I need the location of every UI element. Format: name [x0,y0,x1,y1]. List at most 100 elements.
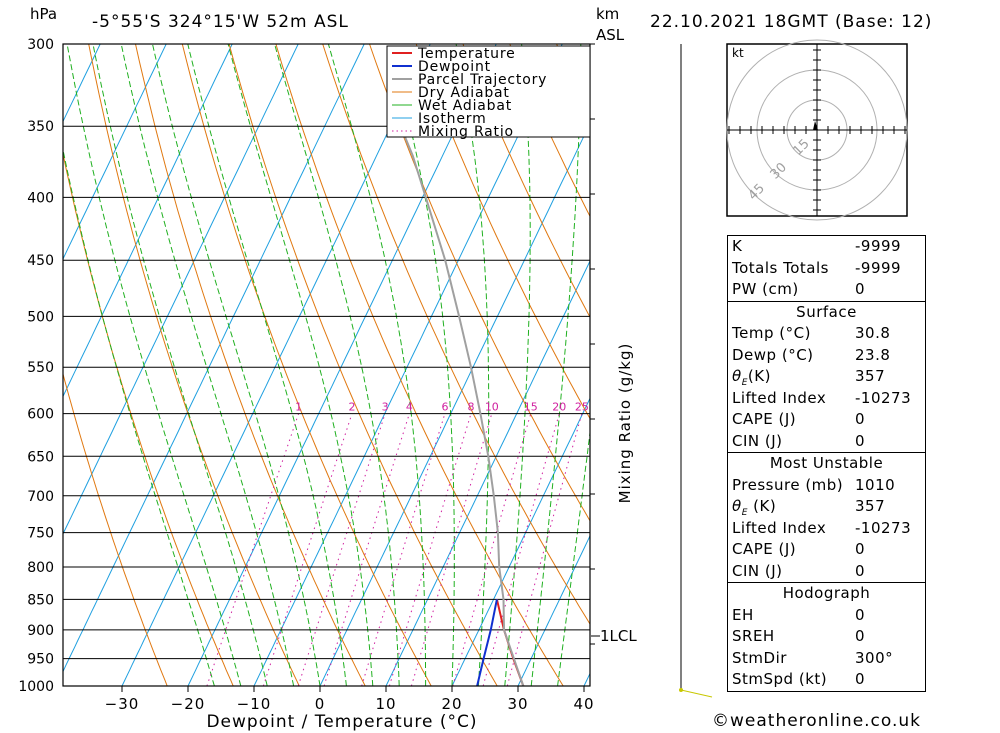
wet-adiabat-line [63,147,215,686]
hodograph-unit: kt [732,46,744,60]
x-tick-label: 40 [573,695,594,713]
legend-mixing-ratio: Mixing Ratio [418,124,514,140]
lcl-label: 1LCL [600,627,637,645]
datetime-title: 22.10.2021 18GMT (Base: 12) [650,12,932,32]
mixing-ratio-line [506,413,583,686]
mixing-ratio-label: 1 [295,401,302,414]
surface-cape-value: 0 [855,410,866,428]
mixing-ratio-label: 20 [552,401,566,414]
isotherm-line [451,397,590,686]
unit-hpa: hPa [30,5,57,23]
x-axis-label: Dewpoint / Temperature (°C) [206,712,477,732]
surface-dewp-label: Dewp (°C) [732,345,814,364]
location-title: -5°55'S 324°15'W 52m ASL [92,12,349,32]
surface-cin-label: CIN (J) [732,431,783,450]
dry-adiabat-line [63,151,234,686]
sreh-label: SREH [732,627,775,645]
stmspd-value: 0 [855,670,866,688]
pressure-tick-label: 300 [27,37,54,53]
x-tick-label: −30 [105,695,140,713]
pressure-tick-label: 950 [27,652,54,668]
plot-frame [62,43,591,687]
surface-wind-dot [679,688,683,692]
dry-adiabat-line [369,44,590,522]
wet-adiabat-line [92,44,268,686]
surface-li-label: Lifted Index [732,388,827,407]
wet-adiabat-line [557,428,590,686]
eh-label: EH [732,605,754,624]
parcel-trajectory-line [399,125,525,686]
pressure-tick-label: 900 [27,623,54,639]
pw-value: 0 [855,280,866,298]
pressure-tick-label: 600 [27,407,54,423]
legend-dewpoint: Dewpoint [418,59,491,75]
sreh-value: 0 [855,627,866,645]
mu-pressure-label: Pressure (mb) [732,475,844,494]
pressure-tick-label: 500 [27,309,54,325]
mu-cin-label: CIN (J) [732,561,783,580]
surface-theta-label: θE(K) [732,367,771,388]
sounding-series [399,125,525,686]
pressure-tick-label: 400 [27,190,54,206]
hodograph-box: Hodograph EH 0 SREH 0 StmDir 300° StmSpd (k… [727,582,926,692]
dewpoint-line [476,599,498,686]
mixing-ratio-line [262,413,353,686]
most-unstable-box: Most Unstable Pressure (mb) 1010 θE (K) 35… [727,452,926,582]
totals-totals-label: Totals Totals [732,258,829,277]
mixing-ratio-label: 25 [575,401,589,414]
pressure-tick-labels: 300 350 400 450 500 550 600 650 700 750 800 850 900 9… [18,37,54,695]
wet-adiabat-line [530,44,582,686]
pressure-tick-label: 450 [27,253,54,269]
x-tick-label: 0 [315,695,326,713]
mixing-ratio-line [323,413,410,686]
mixing-ratio-label: 15 [524,401,538,414]
unit-km: km [596,5,619,23]
k-index-value: -9999 [855,237,902,255]
surface-dewp-value: 23.8 [855,345,891,364]
pressure-lines [63,43,595,687]
wet-adiabat-line [455,44,490,686]
mixing-ratio-label: 2 [349,401,356,414]
isotherm-line [63,44,233,398]
dry-adiabat-line [931,44,1000,686]
mixing-ratio-label: 8 [468,401,475,414]
pressure-tick-label: 650 [27,449,54,465]
pressure-tick-label: 550 [27,360,54,376]
surface-box: Surface Temp (°C) 30.8 Dewp (°C) 23.8 θE(K… [727,300,926,452]
copyright-footer: ©weatheronline.co.uk [712,711,922,731]
wet-adiabat-line [120,44,295,686]
wet-adiabat-line [227,44,374,686]
legend-wet-adiabat: Wet Adiabat [418,98,512,114]
x-tick-label: 10 [375,695,396,713]
legend-parcel: Parcel Trajectory [418,72,547,88]
mixing-ratio-line [452,413,532,686]
x-tick-label: −10 [237,695,272,713]
dry-adiabat-line [228,44,498,686]
pressure-tick-label: 850 [27,592,54,608]
dry-adiabat-line [63,372,168,686]
wet-adiabat-line [152,44,321,686]
dry-adiabat-line [462,44,590,319]
mu-theta-value: 357 [855,497,886,515]
temperature-tick-labels: −30 −20 −10 0 10 20 30 40 [105,686,594,713]
x-tick-label: 20 [441,695,462,713]
legend-isotherm: Isotherm [418,111,487,127]
wet-adiabat-line [327,44,427,686]
legend: Temperature Dewpoint Parcel Trajectory D… [386,45,591,140]
surface-title: Surface [796,302,857,321]
surface-wind-barb [680,689,713,698]
k-index-label: K [732,237,743,255]
pressure-tick-label: 800 [27,560,54,576]
mu-theta-label: θE (K) [732,497,777,518]
wet-adiabat-line [389,44,455,686]
dry-adiabat-line [978,44,1000,686]
mu-pressure-value: 1010 [855,475,896,494]
stmspd-label: StmSpd (kt) [732,670,828,688]
dry-adiabat-line [415,44,590,420]
stmdir-label: StmDir [732,648,787,667]
mixing-ratio-line [297,413,386,686]
wet-adiabat-line [66,44,242,686]
mu-cin-value: 0 [855,561,866,580]
hodograph: kt 15 30 45 [726,39,908,221]
hodograph-table-title: Hodograph [782,584,871,602]
